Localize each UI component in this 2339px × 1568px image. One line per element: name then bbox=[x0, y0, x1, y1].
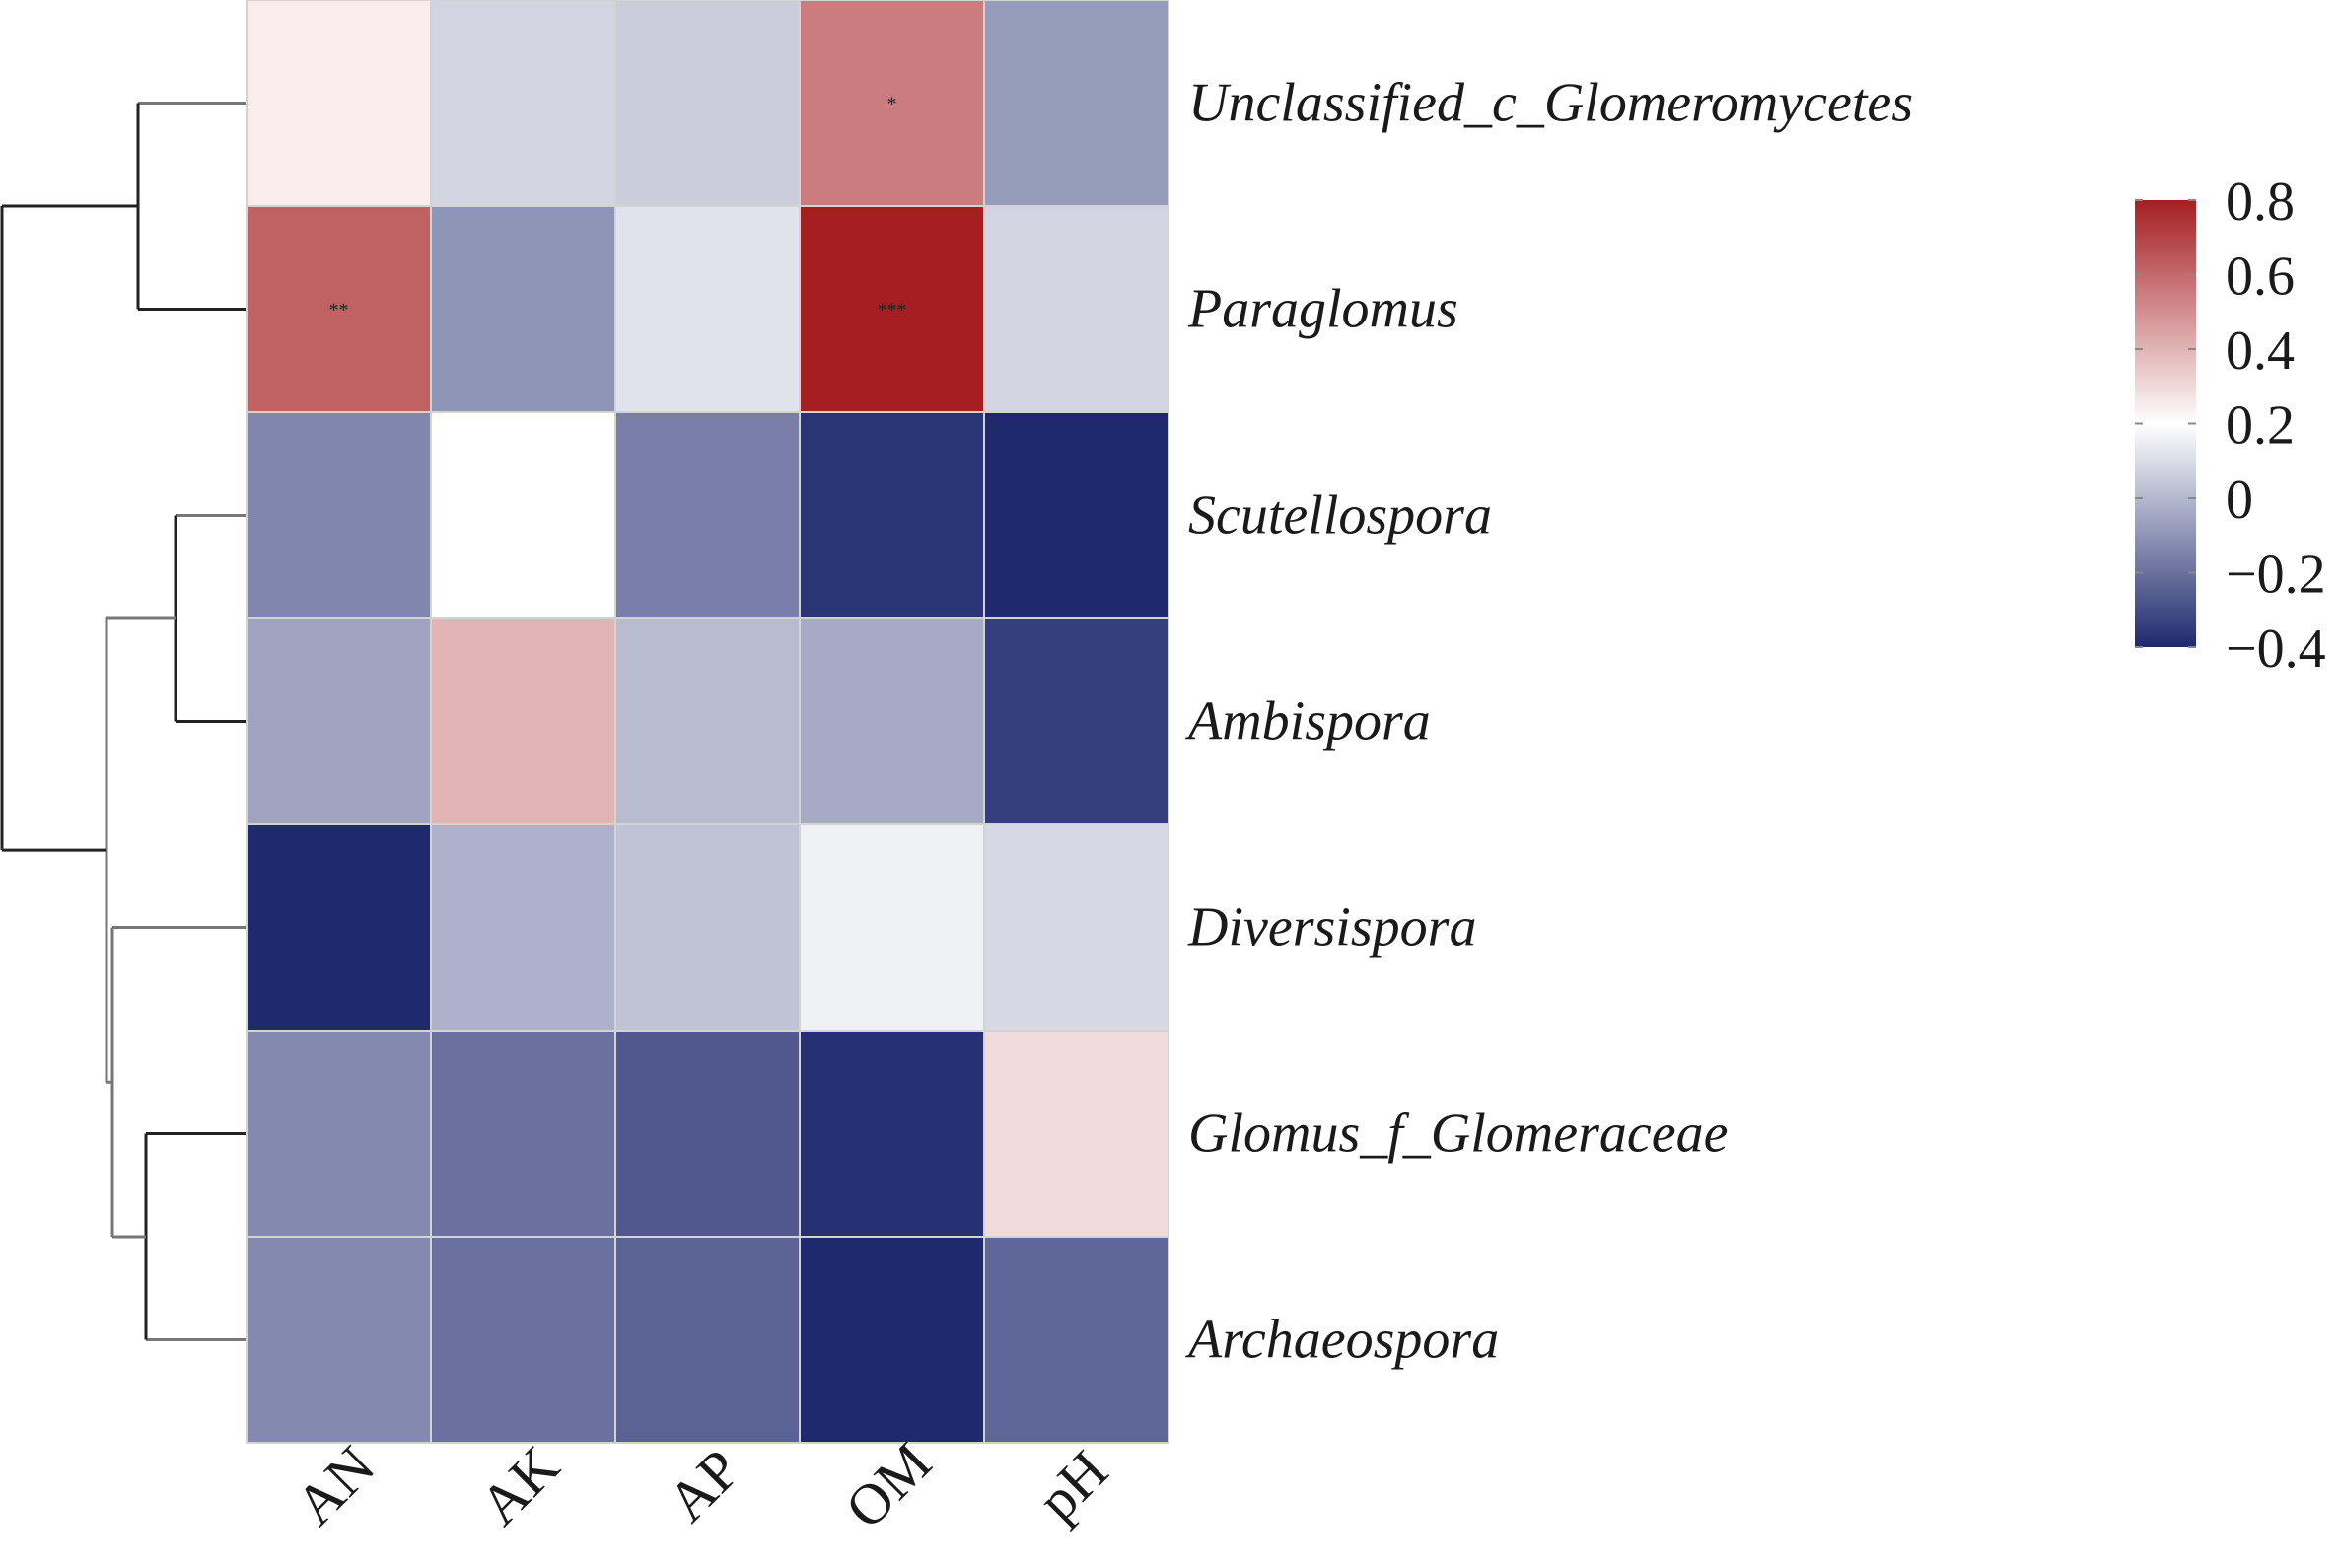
colorbar-tick-label: −0.4 bbox=[2226, 618, 2326, 679]
heatmap-cell bbox=[983, 205, 1170, 413]
heatmap-cell bbox=[614, 411, 801, 619]
heatmap-cell bbox=[246, 411, 432, 619]
heatmap-cell bbox=[614, 1030, 801, 1238]
heatmap-cell bbox=[430, 1030, 616, 1238]
row-label: Paraglomus bbox=[1187, 279, 1458, 340]
heatmap-cell bbox=[246, 0, 432, 207]
heatmap-cell bbox=[614, 823, 801, 1032]
heatmap-cell bbox=[983, 1236, 1170, 1444]
heatmap-cell bbox=[799, 1236, 985, 1444]
heatmap-cell bbox=[246, 823, 432, 1032]
heatmap-cell bbox=[799, 411, 985, 619]
column-label: AK bbox=[467, 1434, 571, 1537]
heatmap-cell bbox=[430, 617, 616, 825]
row-dendrogram bbox=[0, 102, 247, 1341]
row-labels: Unclassified_c_Glomeromycetes Paraglomus S… bbox=[1184, 73, 1913, 1371]
significance-mark: * bbox=[887, 94, 897, 115]
heatmap-cell bbox=[983, 617, 1170, 825]
column-label: AN bbox=[283, 1434, 387, 1537]
column-label: OM bbox=[833, 1430, 944, 1540]
heatmap-cell bbox=[430, 0, 616, 207]
colorbar-tick-label: −0.2 bbox=[2226, 544, 2326, 606]
colorbar-tick-label: 0.8 bbox=[2226, 172, 2295, 233]
row-label: Archaeospora bbox=[1184, 1310, 1499, 1371]
column-label: AP bbox=[656, 1437, 752, 1533]
heatmap-cell bbox=[614, 205, 801, 413]
heatmap-cell bbox=[430, 205, 616, 413]
heatmap-cell bbox=[614, 0, 801, 207]
colorbar-tick-label: 0.2 bbox=[2226, 395, 2295, 457]
heatmap-cell bbox=[983, 411, 1170, 619]
heatmap-cell bbox=[614, 1236, 801, 1444]
heatmap-cell bbox=[799, 823, 985, 1032]
heatmap-cells bbox=[246, 0, 1170, 1444]
heatmap-cell bbox=[430, 411, 616, 619]
column-labels: AN AK AP OM pH bbox=[283, 1430, 1120, 1540]
colorbar-gradient bbox=[2135, 200, 2196, 647]
row-label: Diversispora bbox=[1187, 897, 1476, 959]
heatmap-cell bbox=[246, 1236, 432, 1444]
significance-mark: ** bbox=[329, 300, 349, 321]
heatmap-cell bbox=[799, 1030, 985, 1238]
colorbar-legend: 0.8 0.6 0.4 0.2 0 −0.2 −0.4 bbox=[2135, 172, 2326, 679]
row-label: Ambispora bbox=[1184, 691, 1431, 752]
row-label: Scutellospora bbox=[1188, 485, 1492, 546]
heatmap-cell bbox=[983, 0, 1170, 207]
row-label: Unclassified_c_Glomeromycetes bbox=[1188, 73, 1913, 134]
colorbar-tick-label: 0.4 bbox=[2226, 321, 2295, 382]
heatmap-cell bbox=[246, 617, 432, 825]
heatmap-cell bbox=[246, 1030, 432, 1238]
heatmap-cell bbox=[614, 617, 801, 825]
heatmap-cell bbox=[983, 823, 1170, 1032]
heatmap-cell bbox=[430, 823, 616, 1032]
significance-marks: *** *** bbox=[329, 94, 907, 321]
colorbar-tick-label: 0.6 bbox=[2226, 247, 2295, 308]
heatmap-cell bbox=[799, 617, 985, 825]
colorbar-tick-label: 0 bbox=[2226, 469, 2253, 531]
heatmap-cell bbox=[430, 1236, 616, 1444]
heatmap-cell bbox=[983, 1030, 1170, 1238]
column-label: pH bbox=[1026, 1438, 1120, 1532]
significance-mark: *** bbox=[878, 300, 907, 321]
row-label: Glomus_f_Glomeraceae bbox=[1188, 1104, 1728, 1165]
